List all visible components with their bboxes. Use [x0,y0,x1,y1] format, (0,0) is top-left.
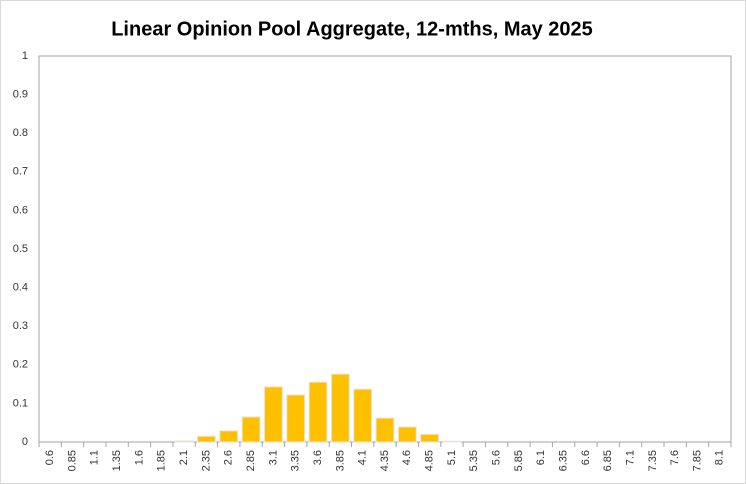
x-tick-label: 7.1 [624,450,636,465]
x-tick-label: 5.6 [491,450,503,465]
x-tick-label: 6.6 [580,450,592,465]
bar [375,417,395,443]
bar [397,426,417,443]
y-tick-label: 0.7 [13,166,28,178]
x-tick-label: 1.85 [156,450,168,471]
bar [286,394,306,443]
bar [219,430,239,443]
x-tick-label: 6.1 [535,450,547,465]
x-tick-label: 3.85 [334,450,346,471]
bar [420,433,440,443]
bar [353,388,373,443]
x-tick-label: 6.85 [602,450,614,471]
x-tick-label: 6.35 [557,450,569,471]
x-tick-label: 7.6 [669,450,681,465]
x-tick-label: 5.1 [446,450,458,465]
chart-title: Linear Opinion Pool Aggregate, 12-mths, … [111,18,593,40]
x-tick-label: 4.1 [357,450,369,465]
bar [330,373,350,443]
bar [196,435,216,443]
x-tick-label: 3.35 [290,450,302,471]
x-tick-label: 4.6 [401,450,413,465]
y-tick-label: 0.3 [13,320,28,332]
x-tick-label: 4.35 [379,450,391,471]
x-tick-label: 7.35 [647,450,659,471]
bar [442,440,462,443]
x-tick-label: 0.85 [66,450,78,471]
x-tick-label: 2.35 [200,450,212,471]
x-tick-label: 2.85 [245,450,257,471]
x-tick-label: 0.6 [44,450,56,465]
bar [241,416,261,443]
y-tick-label: 0.5 [13,243,28,255]
x-tick-label: 3.6 [312,450,324,465]
y-tick-label: 0.9 [13,89,28,101]
x-tick-label: 5.85 [513,450,525,471]
bar [308,381,328,443]
x-tick-label: 4.85 [424,450,436,471]
x-tick-label: 5.35 [468,450,480,471]
x-tick-label: 2.6 [223,450,235,465]
y-tick-label: 0.1 [13,397,28,409]
y-tick-label: 0.8 [13,127,28,139]
x-tick-label: 1.1 [89,450,101,465]
y-tick-label: 1 [22,50,28,62]
y-tick-label: 0.4 [13,282,28,294]
y-tick-label: 0 [22,436,28,448]
bar [174,440,194,443]
x-tick-label: 7.85 [691,450,703,471]
bar [263,386,283,443]
y-tick-label: 0.2 [13,359,28,371]
x-tick-label: 1.35 [111,450,123,471]
x-tick-label: 8.1 [714,450,726,465]
y-tick-label: 0.6 [13,204,28,216]
x-tick-label: 3.1 [267,450,279,465]
x-tick-label: 2.1 [178,450,190,465]
x-tick-label: 1.6 [133,450,145,465]
